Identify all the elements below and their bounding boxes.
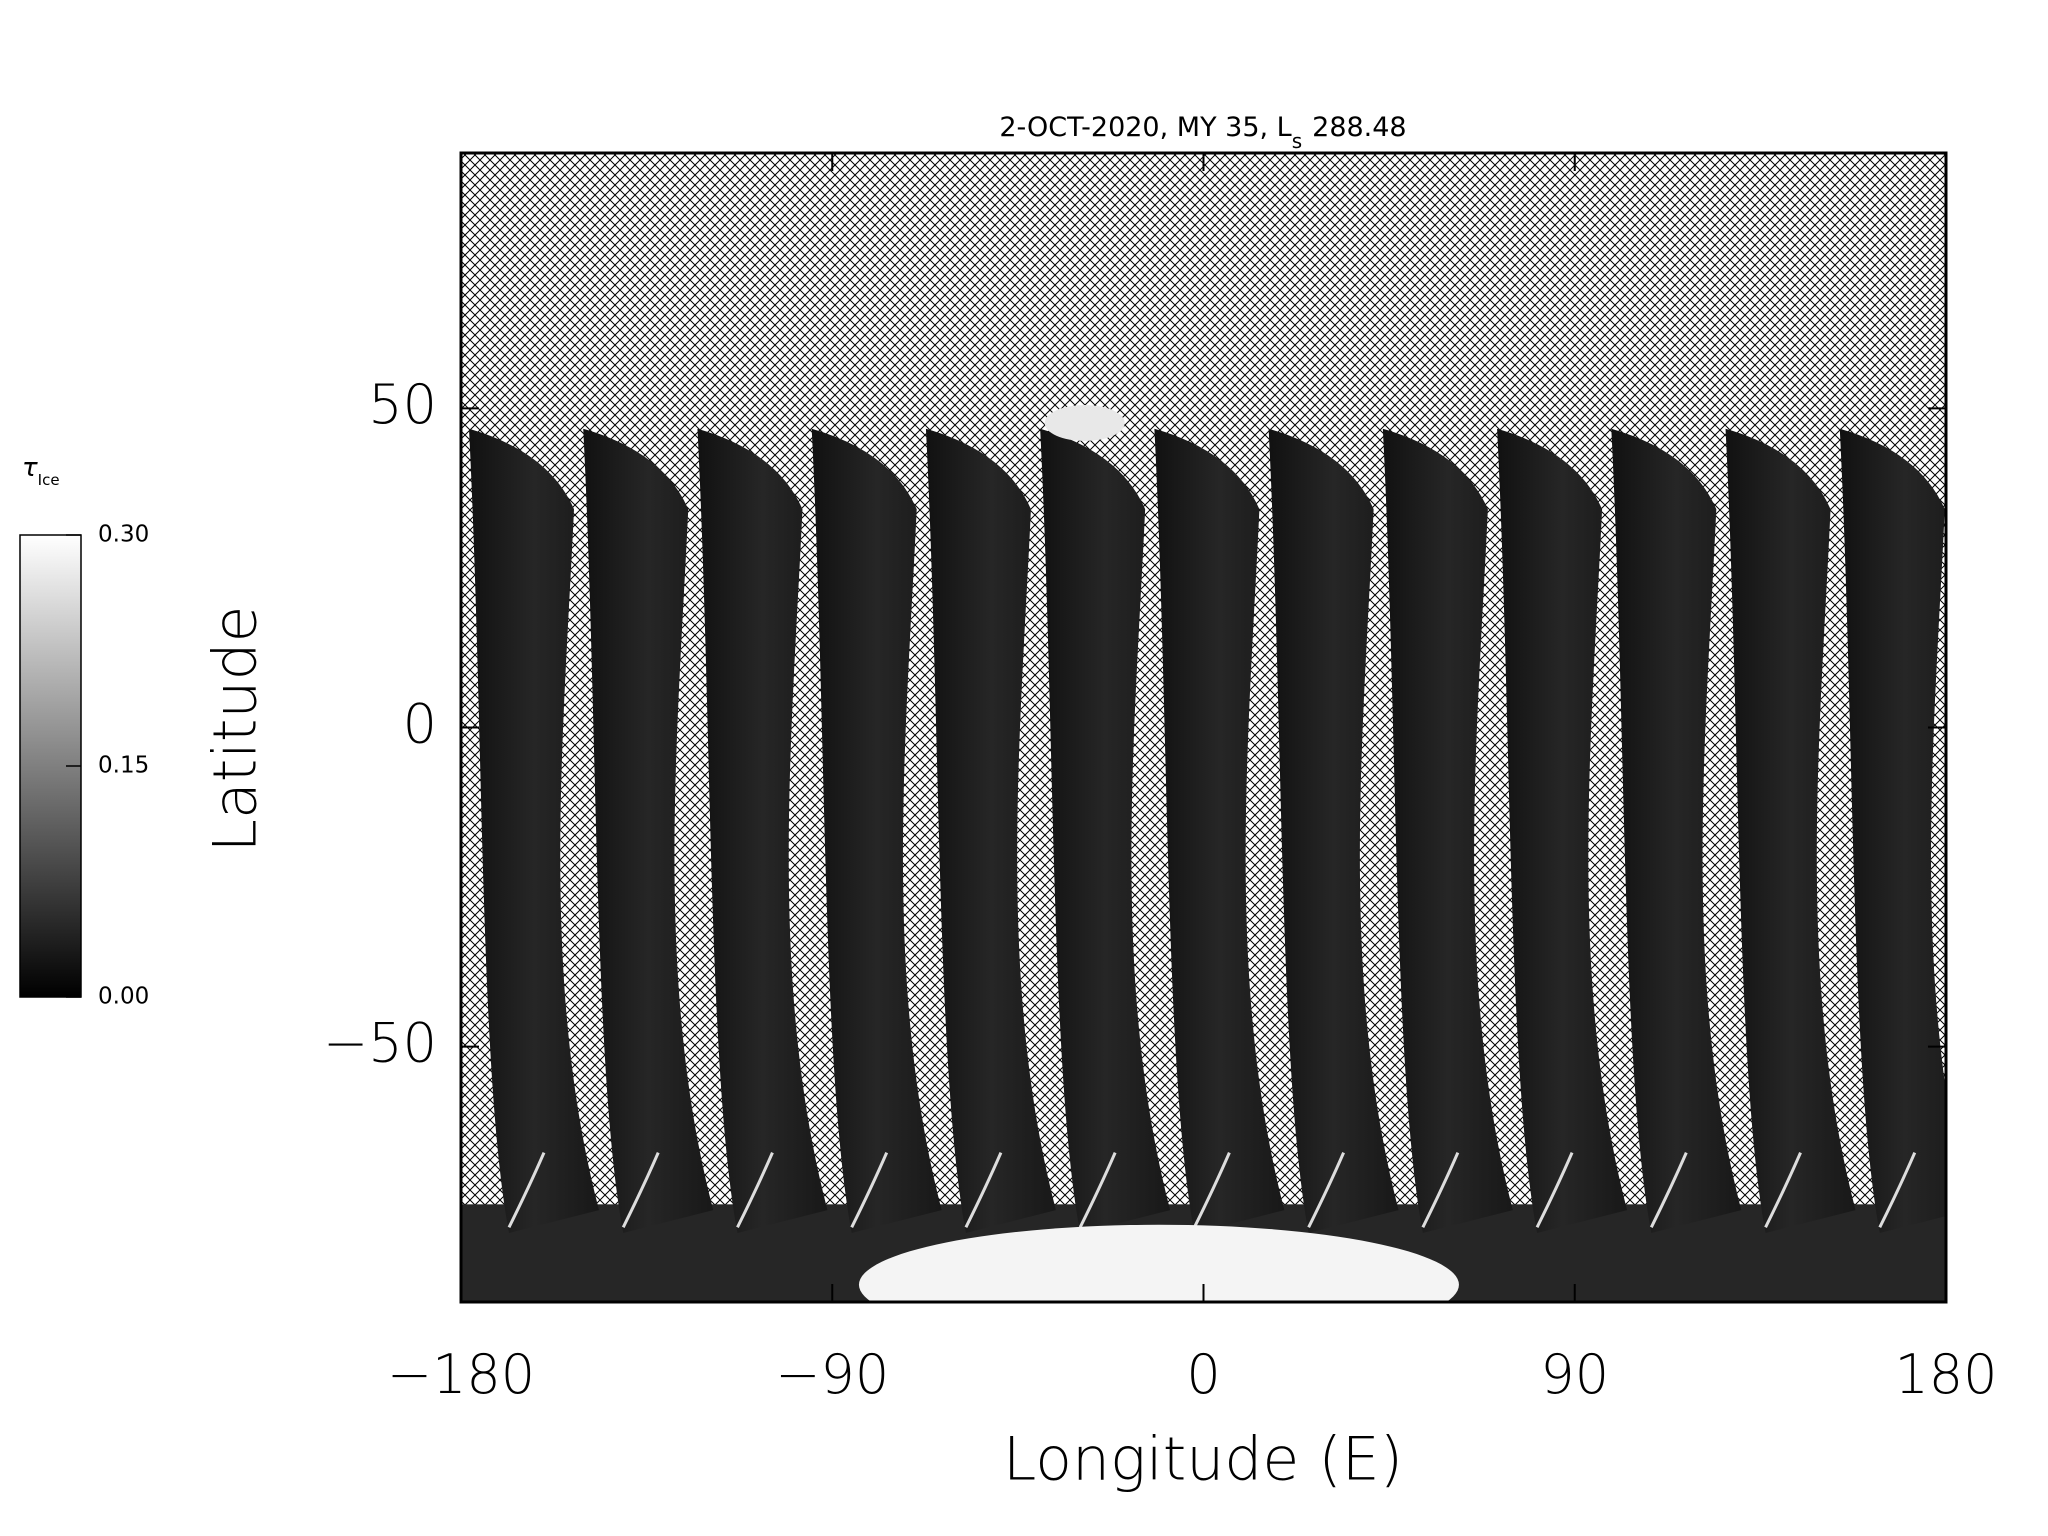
swath-edge (1764, 1152, 1802, 1228)
swath (583, 428, 714, 1234)
y-tick-label: 0 (403, 692, 437, 755)
bright-cloud (1044, 405, 1125, 442)
swath-edge (1078, 1152, 1117, 1228)
swath-edge (1193, 1152, 1231, 1228)
swath (1268, 428, 1399, 1234)
swath (1725, 428, 1856, 1234)
x-tick-label: 180 (1894, 1343, 1997, 1406)
swath-edge (507, 1152, 546, 1228)
x-tick-label: 0 (1186, 1343, 1220, 1406)
swath (925, 428, 1056, 1234)
y-axis-label: Latitude (201, 606, 271, 853)
swath (1611, 428, 1742, 1234)
swath (697, 428, 828, 1234)
swath (1497, 428, 1628, 1234)
colorbar-tick-label: 0.15 (98, 753, 149, 779)
swath-edge (621, 1152, 660, 1228)
swath-edge (736, 1152, 774, 1228)
swath-edge (1421, 1152, 1460, 1228)
colorbar-label: τIce (22, 453, 60, 489)
swath (1154, 428, 1285, 1234)
swath (469, 428, 599, 1234)
swath (1839, 428, 1946, 1234)
swath-edge (1307, 1152, 1345, 1228)
x-axis-label: Longitude (E) (1003, 1425, 1403, 1495)
swath-edge (850, 1152, 889, 1228)
swath-edge (1649, 1152, 1688, 1228)
swath (811, 428, 942, 1234)
x-tick-label: −90 (775, 1343, 889, 1406)
swath-edge (964, 1152, 1003, 1228)
chart-title: 2-OCT-2020, MY 35, Ls 288.48 (999, 112, 1406, 153)
y-tick-label: −50 (323, 1011, 437, 1074)
colorbar-tick-label: 0.00 (98, 984, 149, 1010)
x-tick-label: 90 (1540, 1343, 1609, 1406)
swath-edge (1878, 1152, 1917, 1228)
swath-edge (1535, 1152, 1574, 1228)
polar-ice (859, 1224, 1459, 1302)
swath (1040, 428, 1171, 1234)
x-tick-label: −180 (387, 1343, 535, 1406)
plot-area (459, 151, 1948, 1304)
colorbar-tick-label: 0.30 (98, 522, 149, 548)
swaths (461, 405, 1946, 1302)
swath (1382, 428, 1513, 1234)
y-tick-label: 50 (368, 373, 437, 436)
